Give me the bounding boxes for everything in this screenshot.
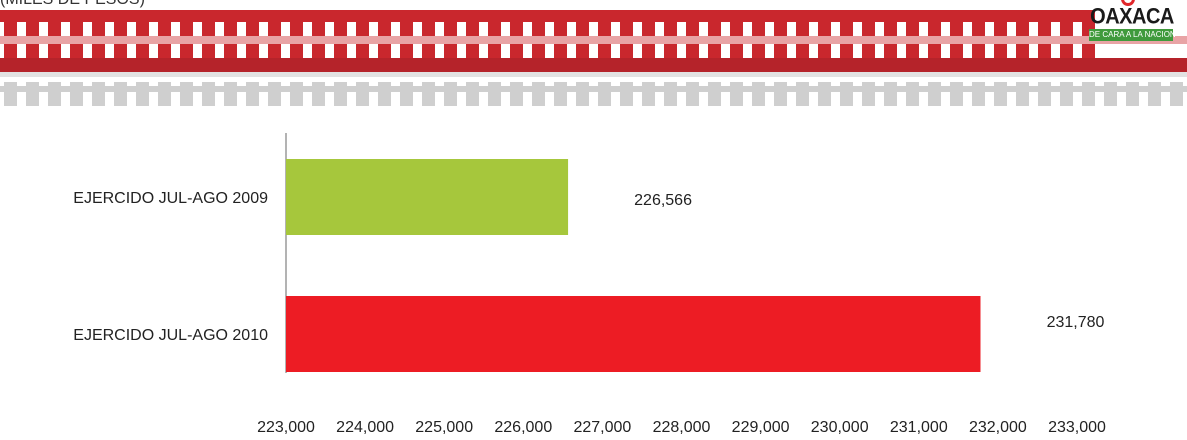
stripe-picket	[422, 10, 435, 60]
stripe-band	[0, 58, 1187, 72]
bar-1	[286, 159, 569, 235]
stripe-band	[0, 72, 1187, 77]
stripe-picket	[1038, 10, 1051, 60]
stripe-picket	[202, 10, 215, 60]
stripe-picket	[664, 10, 677, 60]
stripe-picket	[26, 10, 39, 60]
stripe-picket	[400, 10, 413, 60]
header-banner: (MILES DE PESOS) OAXACA DE CARA A LA NAC…	[0, 0, 1187, 120]
stripe-picket	[312, 10, 325, 60]
logo-tagline: DE CARA A LA NACION	[1089, 29, 1176, 41]
stripe-picket	[70, 10, 83, 60]
logo-emblem-icon	[1121, 0, 1135, 6]
stripe-picket	[268, 10, 281, 60]
stripe-picket	[708, 10, 721, 60]
stripe-picket	[356, 10, 369, 60]
stripe-picket	[334, 10, 347, 60]
x-tick-label: 232,000	[969, 419, 1027, 436]
stripe-picket	[510, 10, 523, 60]
stripe-picket	[576, 10, 589, 60]
oaxaca-logo: OAXACA DE CARA A LA NACION	[1087, 0, 1177, 44]
stripe-picket	[972, 10, 985, 60]
x-tick-label: 231,000	[890, 419, 948, 436]
x-tick-label: 224,000	[336, 419, 394, 436]
stripe-picket	[48, 10, 61, 60]
stripe-picket	[4, 10, 17, 60]
stripe-picket	[862, 10, 875, 60]
stripe-picket	[730, 10, 743, 60]
stripe-picket	[796, 10, 809, 60]
logo-word: OAXACA	[1090, 4, 1174, 30]
stripe-picket	[818, 10, 831, 60]
stripe-picket	[906, 10, 919, 60]
x-tick-label: 233,000	[1048, 419, 1106, 436]
stripe-picket	[840, 10, 853, 60]
stripe-picket	[994, 10, 1007, 60]
stripe-picket	[378, 10, 391, 60]
stripe-picket	[1082, 10, 1095, 60]
category-label: EJERCIDO JUL-AGO 2010	[73, 327, 268, 344]
stripe-picket	[488, 10, 501, 60]
stripe-picket	[598, 10, 611, 60]
stripe-picket	[950, 10, 963, 60]
stripe-picket	[686, 10, 699, 60]
stripe-band	[0, 36, 1187, 44]
stripe-picket	[246, 10, 259, 60]
chart-subtitle: (MILES DE PESOS)	[0, 0, 145, 9]
stripe-picket	[532, 10, 545, 60]
stripe-picket	[752, 10, 765, 60]
stripe-picket	[224, 10, 237, 60]
stripe-band	[0, 86, 1187, 92]
stripe-picket	[554, 10, 567, 60]
x-tick-label: 226,000	[494, 419, 552, 436]
x-tick-label: 227,000	[573, 419, 631, 436]
stripe-picket	[290, 10, 303, 60]
data-label: 231,780	[1047, 314, 1105, 331]
category-label: EJERCIDO JUL-AGO 2009	[73, 190, 268, 207]
stripe-picket	[180, 10, 193, 60]
stripe-picket	[136, 10, 149, 60]
stripe-picket	[928, 10, 941, 60]
stripe-picket	[92, 10, 105, 60]
x-tick-label: 230,000	[811, 419, 869, 436]
x-tick-label: 228,000	[653, 419, 711, 436]
bar-2	[286, 296, 981, 372]
stripe-picket	[1060, 10, 1073, 60]
stripe-picket	[642, 10, 655, 60]
data-label: 226,566	[634, 192, 692, 209]
stripe-picket	[444, 10, 457, 60]
stripe-picket	[884, 10, 897, 60]
stripe-picket	[114, 10, 127, 60]
x-tick-label: 225,000	[415, 419, 473, 436]
x-tick-label: 229,000	[732, 419, 790, 436]
x-tick-label: 223,000	[257, 419, 315, 436]
stripe-picket	[620, 10, 633, 60]
stripe-picket	[774, 10, 787, 60]
stripe-picket	[466, 10, 479, 60]
stripe-picket	[158, 10, 171, 60]
stripe-picket	[1016, 10, 1029, 60]
decorative-stripes	[0, 10, 1187, 106]
